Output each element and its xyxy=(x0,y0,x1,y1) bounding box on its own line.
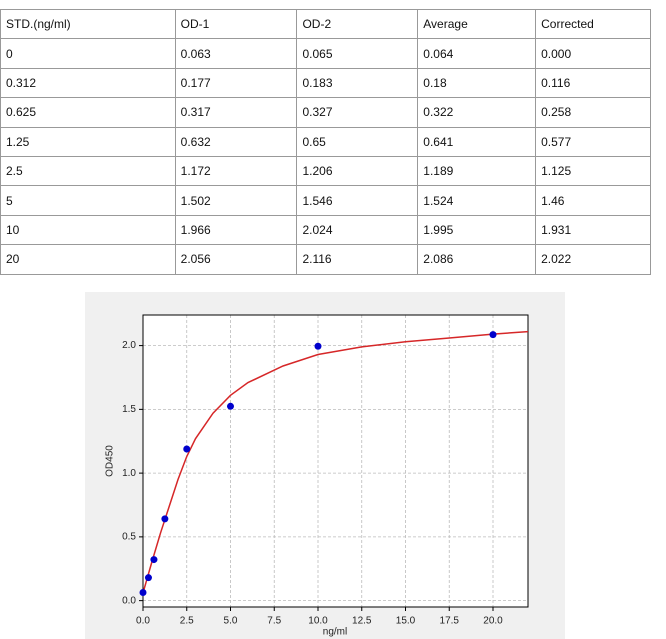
table-cell: 0 xyxy=(0,38,176,69)
table-row: 20 2.056 2.116 2.086 2.022 xyxy=(0,244,651,275)
table-row: 2.5 1.172 1.206 1.189 1.125 xyxy=(0,155,651,187)
plot-area xyxy=(143,315,528,607)
y-tick-label: 0.0 xyxy=(122,595,136,606)
table-cell: 0.000 xyxy=(535,38,651,69)
table-cell: Average xyxy=(417,8,537,40)
table-cell: 1.46 xyxy=(535,185,651,216)
table-row: 0.625 0.317 0.327 0.322 0.258 xyxy=(0,97,651,128)
x-tick-label: 17.5 xyxy=(440,616,460,627)
table-row: 0 0.063 0.065 0.064 0.000 xyxy=(0,38,651,69)
data-point xyxy=(161,515,169,523)
table-cell: 20 xyxy=(0,244,176,275)
table-cell: 0.632 xyxy=(174,126,298,157)
table-row: 5 1.502 1.546 1.524 1.46 xyxy=(0,185,651,216)
data-point xyxy=(150,556,158,564)
table-cell: 2.056 xyxy=(174,244,298,275)
table-cell: 0.322 xyxy=(417,97,537,128)
table-cell: 0.312 xyxy=(0,67,176,99)
table-cell: 2.022 xyxy=(535,244,651,275)
table-cell: 2.024 xyxy=(296,214,419,246)
table-cell: 0.258 xyxy=(535,97,651,128)
table-cell: 0.064 xyxy=(417,38,537,69)
table-cell: 0.063 xyxy=(174,38,298,69)
x-tick-label: 15.0 xyxy=(396,616,416,627)
x-tick-label: 7.5 xyxy=(267,616,281,627)
y-tick-label: 1.0 xyxy=(122,468,136,479)
x-tick-label: 2.5 xyxy=(180,616,194,627)
standards-table: STD.(ng/ml) OD-1 OD-2 Average Corrected 0 0.06… xyxy=(0,8,651,275)
y-tick-label: 0.5 xyxy=(122,532,136,543)
table-cell: 1.189 xyxy=(417,155,537,187)
table-cell: 0.177 xyxy=(174,67,298,99)
table-cell: 0.327 xyxy=(296,97,419,128)
table-row: 1.25 0.632 0.65 0.641 0.577 xyxy=(0,126,651,157)
data-point xyxy=(183,445,191,453)
table-cell: 0.65 xyxy=(296,126,419,157)
table-cell: 2.5 xyxy=(0,155,176,187)
table-cell: 0.317 xyxy=(174,97,298,128)
table-cell: 1.546 xyxy=(296,185,419,216)
table-cell: 0.577 xyxy=(535,126,651,157)
table-cell: 0.18 xyxy=(417,67,537,99)
table-cell: 1.206 xyxy=(296,155,419,187)
table-cell: 1.125 xyxy=(535,155,651,187)
table-cell: 1.172 xyxy=(174,155,298,187)
table-cell: STD.(ng/ml) xyxy=(0,8,176,40)
table-cell: 0.183 xyxy=(296,67,419,99)
table-cell: 1.25 xyxy=(0,126,176,157)
data-point xyxy=(144,574,152,582)
data-point xyxy=(139,588,147,596)
plot-frame xyxy=(142,314,529,608)
fit-curve xyxy=(142,330,529,594)
table-cell: Corrected xyxy=(535,8,651,40)
table-cell: 1.931 xyxy=(535,214,651,246)
x-tick-label: 10.0 xyxy=(308,616,328,627)
x-tick-label: 0.0 xyxy=(136,616,150,627)
x-tick-label: 20.0 xyxy=(483,616,503,627)
x-tick-label: 12.5 xyxy=(352,616,372,627)
data-point xyxy=(227,402,234,410)
table-cell: OD-2 xyxy=(296,8,419,40)
table-cell: 10 xyxy=(0,214,176,246)
table-cell: 5 xyxy=(0,185,176,216)
table-cell: OD-1 xyxy=(174,8,298,40)
table-cell: 1.995 xyxy=(417,214,537,246)
table-cell: 0.065 xyxy=(296,38,419,69)
y-axis-label: OD450 xyxy=(105,445,116,477)
data-point xyxy=(314,342,322,350)
y-tick-label: 1.5 xyxy=(122,404,136,415)
table-row: 0.312 0.177 0.183 0.18 0.116 xyxy=(0,67,651,99)
table-cell: 2.086 xyxy=(417,244,537,275)
table-cell: 2.116 xyxy=(296,244,419,275)
table-row: 10 1.966 2.024 1.995 1.931 xyxy=(0,214,651,246)
table-cell: 0.641 xyxy=(417,126,537,157)
table-cell: 1.502 xyxy=(174,185,298,216)
x-axis-label: ng/ml xyxy=(323,627,347,638)
y-tick-label: 2.0 xyxy=(122,340,136,351)
table-cell: 1.524 xyxy=(417,185,537,216)
table-cell: 0.625 xyxy=(0,97,176,128)
header-row: STD.(ng/ml) OD-1 OD-2 Average Corrected xyxy=(0,8,651,40)
x-tick-label: 5.0 xyxy=(224,616,238,627)
table-cell: 1.966 xyxy=(174,214,298,246)
table-cell: 0.116 xyxy=(535,67,651,99)
chart: ng/ml OD450 0.0 2.5 5.0 7.5 10.0 12.5 15.0 17.5… xyxy=(85,292,565,639)
data-point xyxy=(489,331,497,339)
